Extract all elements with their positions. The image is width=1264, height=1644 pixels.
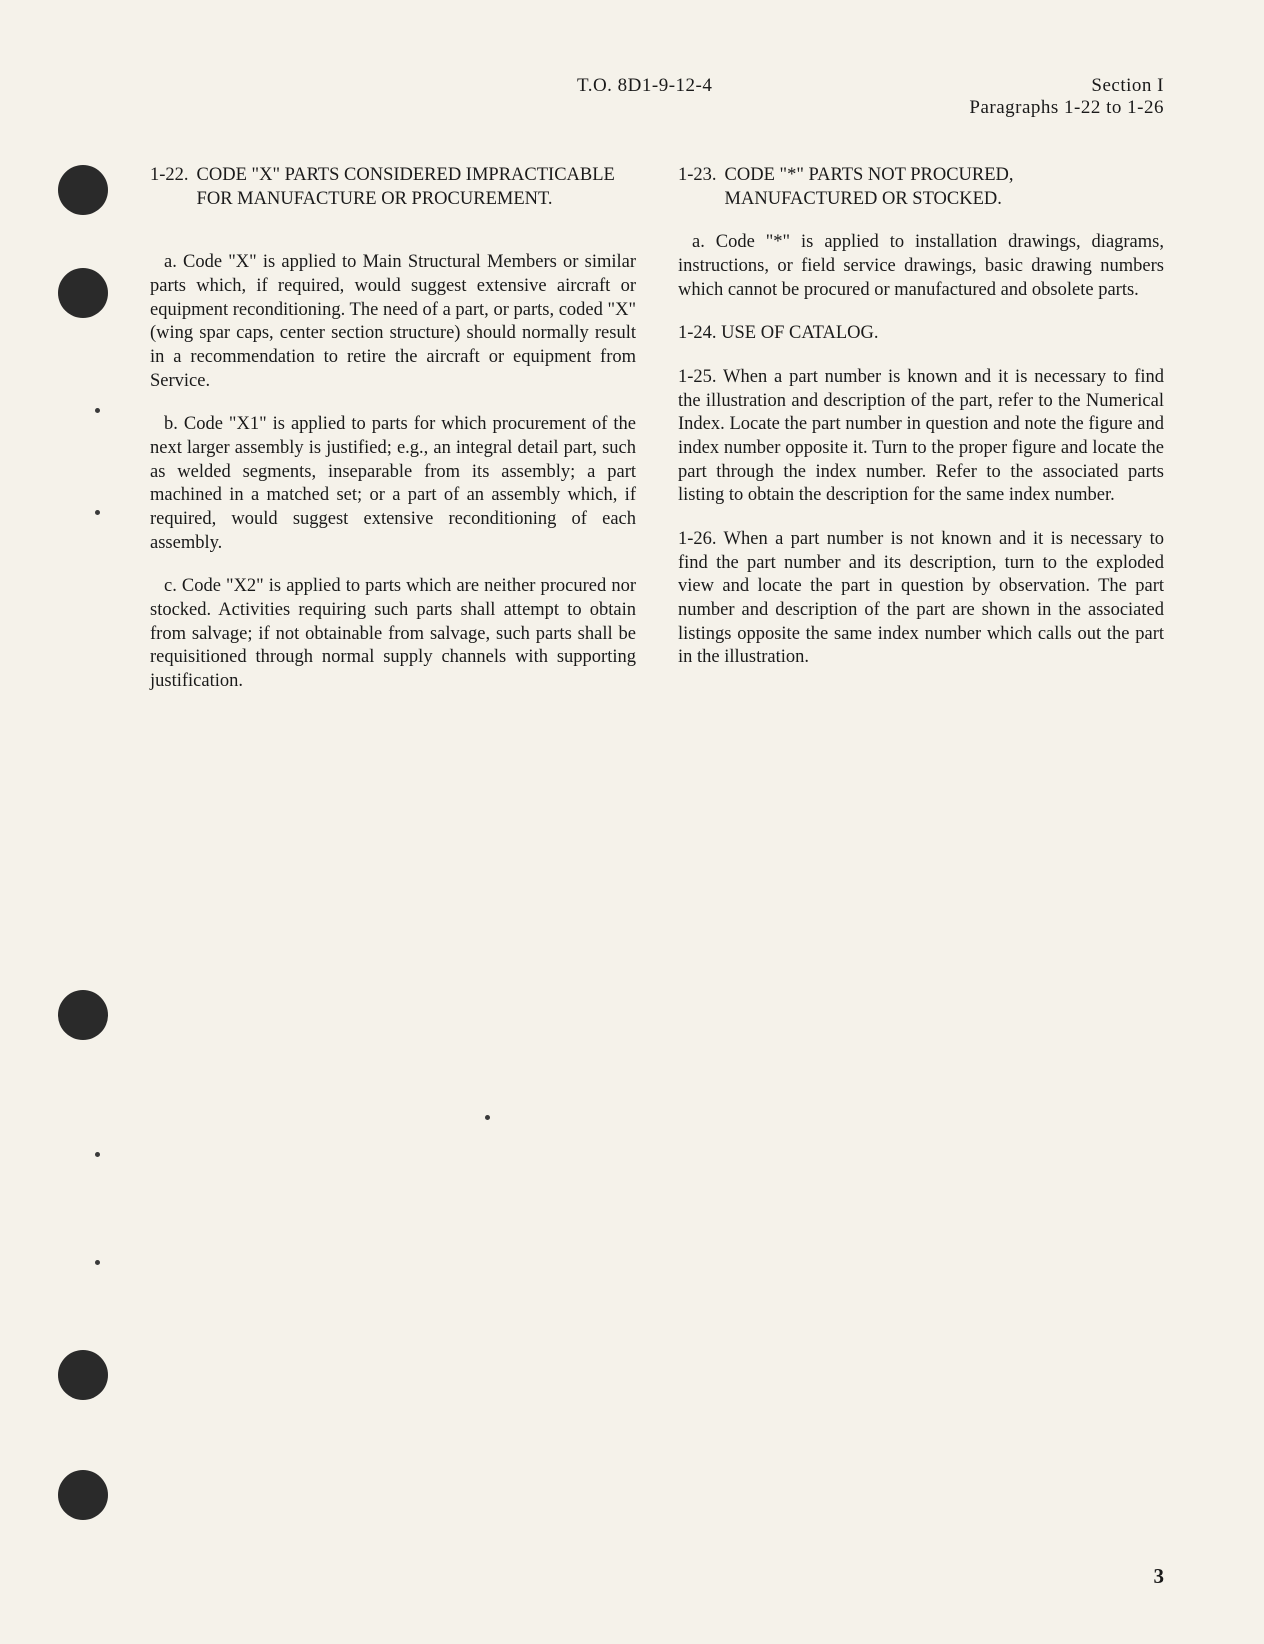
binder-hole: [58, 990, 108, 1040]
section-number: 1-23.: [678, 164, 717, 211]
heading-1-24: 1-24. USE OF CATALOG.: [678, 322, 1164, 346]
page-number: 3: [1154, 1564, 1165, 1589]
artifact-dot: [485, 1115, 490, 1120]
right-column: 1-23. CODE "*" PARTS NOT PROCURED, MANUF…: [678, 164, 1164, 714]
artifact-dot: [95, 408, 100, 413]
binder-hole: [58, 268, 108, 318]
paragraph-1-22-b: b. Code "X1" is applied to parts for whi…: [150, 413, 636, 555]
header-right: Section I Paragraphs 1-22 to 1-26: [969, 75, 1164, 119]
content-area: 1-22. CODE "X" PARTS CONSIDERED IMPRACTI…: [150, 164, 1164, 714]
binder-hole: [58, 165, 108, 215]
binder-hole: [58, 1470, 108, 1520]
artifact-dot: [95, 510, 100, 515]
section-title: CODE "X" PARTS CONSIDERED IMPRACTICABLE …: [197, 164, 636, 211]
heading-1-22: 1-22. CODE "X" PARTS CONSIDERED IMPRACTI…: [150, 164, 636, 211]
heading-1-23: 1-23. CODE "*" PARTS NOT PROCURED, MANUF…: [678, 164, 1164, 211]
section-number: 1-22.: [150, 164, 189, 211]
paragraph-1-22-a: a. Code "X" is applied to Main Structura…: [150, 251, 636, 393]
page-header: T.O. 8D1-9-12-4 Section I Paragraphs 1-2…: [150, 75, 1164, 119]
paragraph-1-26: 1-26. When a part number is not known an…: [678, 528, 1164, 670]
doc-number: T.O. 8D1-9-12-4: [150, 75, 969, 119]
paragraph-range: Paragraphs 1-22 to 1-26: [969, 97, 1164, 119]
paragraph-1-23-a: a. Code "*" is applied to installation d…: [678, 231, 1164, 302]
artifact-dot: [95, 1260, 100, 1265]
section-label: Section I: [969, 75, 1164, 97]
document-page: T.O. 8D1-9-12-4 Section I Paragraphs 1-2…: [0, 0, 1264, 1644]
left-column: 1-22. CODE "X" PARTS CONSIDERED IMPRACTI…: [150, 164, 636, 714]
binder-hole: [58, 1350, 108, 1400]
section-title: CODE "*" PARTS NOT PROCURED, MANUFACTURE…: [725, 164, 1164, 211]
artifact-dot: [95, 1152, 100, 1157]
paragraph-1-22-c: c. Code "X2" is applied to parts which a…: [150, 575, 636, 693]
paragraph-1-25: 1-25. When a part number is known and it…: [678, 366, 1164, 508]
